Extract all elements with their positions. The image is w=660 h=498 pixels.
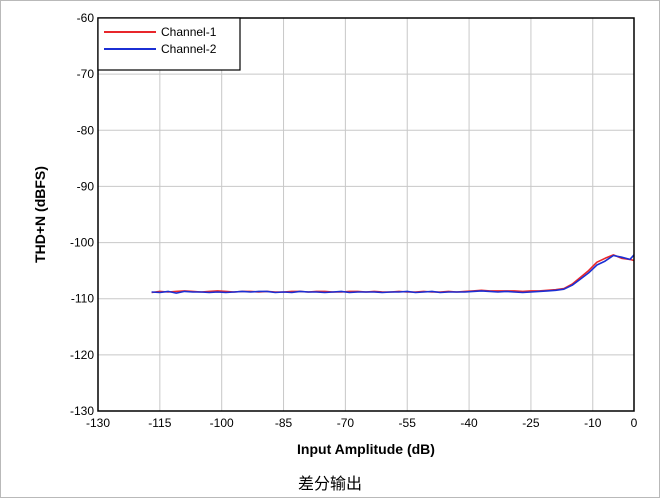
grid xyxy=(97,17,635,412)
x-tick-label-neg130: -130 xyxy=(86,416,110,430)
y-tick-label-neg90: -90 xyxy=(77,179,95,193)
legend-box xyxy=(97,17,241,71)
plot-border xyxy=(97,17,635,412)
y-tick-label-neg110: -110 xyxy=(71,292,94,306)
x-tick-label-neg40: -40 xyxy=(460,416,478,430)
series-line-channel-1 xyxy=(151,254,635,294)
x-tick-label-neg25: -25 xyxy=(522,416,540,430)
legend-label-channel-2: Channel-2 xyxy=(161,42,217,56)
x-tick-label-neg85: -85 xyxy=(275,416,293,430)
legend: Channel-1 Channel-2 xyxy=(97,17,241,71)
y-tick-label-neg70: -70 xyxy=(77,67,95,81)
y-tick-label-neg130: -130 xyxy=(70,404,94,418)
series-line-channel-2 xyxy=(151,254,635,294)
legend-label-channel-1: Channel-1 xyxy=(161,25,217,39)
y-tick-label-neg60: -60 xyxy=(77,11,95,25)
y-axis-label: THD+N (dBFS) xyxy=(32,166,48,263)
x-tick-label-neg115: -115 xyxy=(148,416,171,430)
y-tick-label-neg80: -80 xyxy=(77,123,95,137)
x-tick-label-neg10: -10 xyxy=(584,416,602,430)
y-tick-label-neg100: -100 xyxy=(70,236,94,250)
x-tick-label-neg70: -70 xyxy=(337,416,355,430)
figure-caption: 差分输出 xyxy=(297,474,362,493)
x-tick-label-0: 0 xyxy=(631,416,638,430)
y-tick-label-neg120: -120 xyxy=(70,348,94,362)
x-axis-label: Input Amplitude (dB) xyxy=(297,441,435,457)
x-tick-label-neg55: -55 xyxy=(399,416,417,430)
x-tick-label-neg100: -100 xyxy=(210,416,234,430)
tick-labels: -130 -115 -100 -85 -70 -55 -40 -25 -10 0-60-70-80… xyxy=(70,11,638,430)
series-layer xyxy=(151,254,635,294)
